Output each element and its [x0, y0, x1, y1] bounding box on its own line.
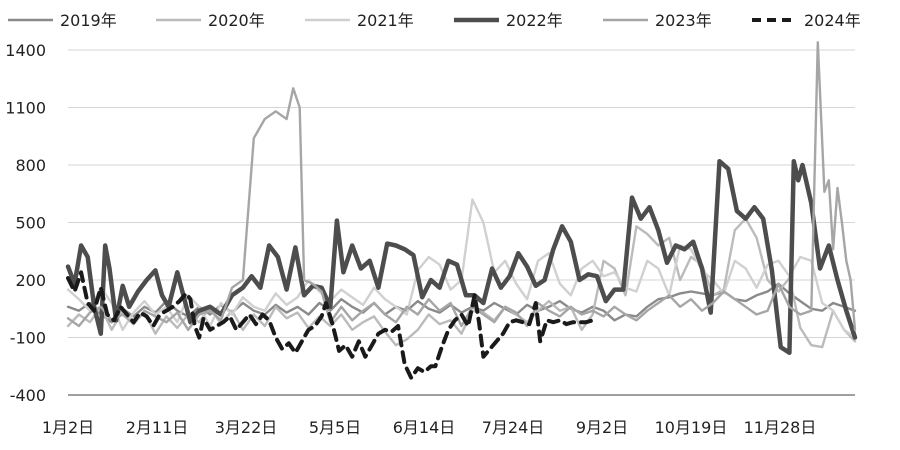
- x-tick-label: 9月2日: [576, 418, 628, 437]
- legend-label: 2022年: [506, 11, 563, 30]
- legend-label: 2021年: [357, 11, 414, 30]
- y-tick-label: -400: [10, 386, 46, 405]
- series-line-4: [65, 158, 858, 356]
- x-tick-label: 6月14日: [393, 418, 456, 437]
- y-tick-label: 1400: [5, 41, 46, 60]
- y-tick-label: 200: [15, 271, 46, 290]
- x-tick-label: 10月19日: [655, 418, 728, 437]
- legend-label: 2024年: [804, 11, 861, 30]
- series-line-6: [66, 270, 595, 380]
- y-axis-ticks: 1400 1100 800 500 200 -100 -400: [5, 41, 46, 405]
- y-tick-label: -100: [10, 329, 46, 348]
- x-tick-label: 3月22日: [215, 418, 278, 437]
- y-tick-label: 1100: [5, 99, 46, 118]
- series-lines: [65, 41, 858, 380]
- x-tick-label: 11月28日: [744, 418, 817, 437]
- x-tick-label: 2月11日: [126, 418, 189, 437]
- legend-label: 2020年: [208, 11, 265, 30]
- legend: 2019年 2020年 2021年 2022年 2023年 2024年: [8, 11, 861, 30]
- x-axis-ticks: 1月2日 2月11日 3月22日 5月5日 6月14日 7月24日 9月2日 10月19日 11…: [42, 418, 817, 437]
- legend-label: 2023年: [655, 11, 712, 30]
- x-tick-label: 5月5日: [309, 418, 361, 437]
- x-tick-label: 1月2日: [42, 418, 94, 437]
- y-tick-label: 500: [15, 214, 46, 233]
- x-tick-label: 7月24日: [482, 418, 545, 437]
- legend-label: 2019年: [60, 11, 117, 30]
- series-line-2: [66, 217, 857, 349]
- y-tick-label: 800: [15, 156, 46, 175]
